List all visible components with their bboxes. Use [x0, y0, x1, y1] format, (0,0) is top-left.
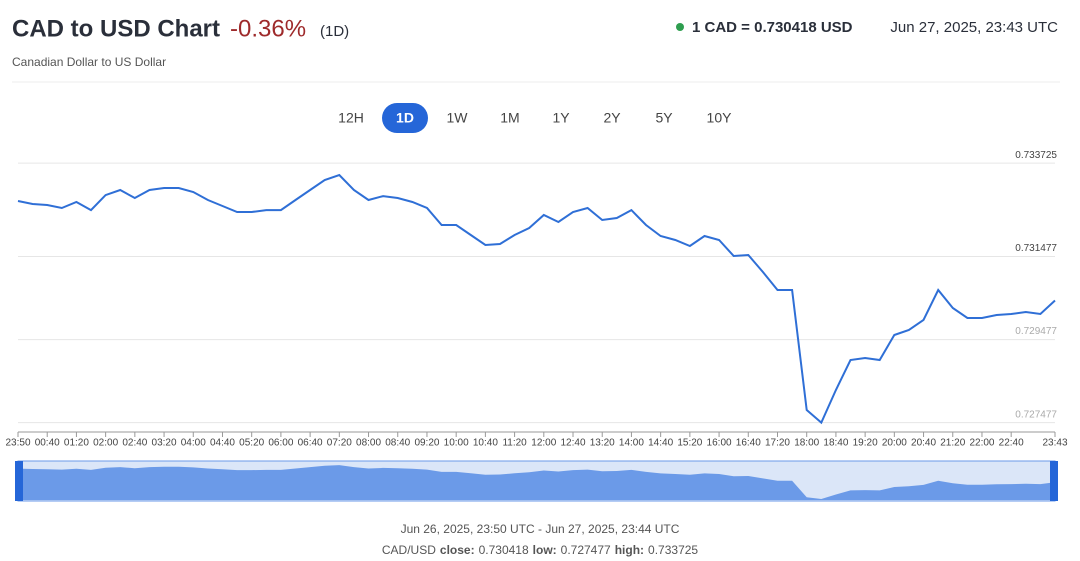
x-tick-label: 22:40	[999, 438, 1024, 449]
range-text: Jun 26, 2025, 23:50 UTC - Jun 27, 2025, …	[401, 522, 680, 536]
x-tick-label: 16:00	[707, 438, 732, 449]
x-tick-label: 20:00	[882, 438, 907, 449]
stat-value: 0.730418	[479, 543, 529, 557]
navigator-handle[interactable]	[1050, 461, 1058, 501]
stat-value: 0.733725	[648, 543, 698, 557]
stat-value: 0.727477	[561, 543, 611, 557]
range-button[interactable]: 2Y	[603, 110, 621, 126]
x-tick-label: 05:20	[239, 438, 264, 449]
x-tick-label: 02:00	[93, 438, 118, 449]
x-tick-label: 10:40	[473, 438, 498, 449]
stats-list: close: 0.730418 low: 0.727477 high: 0.733725	[440, 543, 699, 557]
range-button[interactable]: 1Y	[552, 110, 570, 126]
range-buttons: 12H 1D 1W 1M 1Y 2Y 5Y 10Y	[338, 103, 732, 133]
pair: CAD/USD	[382, 543, 436, 557]
x-tick-label: 13:20	[590, 438, 615, 449]
x-tick-label: 23:43	[1042, 438, 1067, 449]
period: (1D)	[320, 23, 349, 40]
title: CAD to USD Chart	[12, 15, 220, 42]
y-tick-label: 0.727477	[1015, 409, 1057, 420]
x-tick-label: 16:40	[736, 438, 761, 449]
x-tick-label: 20:40	[911, 438, 936, 449]
x-tick-label: 18:00	[794, 438, 819, 449]
x-tick-label: 06:40	[298, 438, 323, 449]
plot: 0.727477 0.729477 0.731477 0.733725 23:50 00:…	[5, 150, 1068, 502]
x-tick-label: 12:40	[560, 438, 585, 449]
stats: CAD/USD close: 0.730418 low: 0.727477 high: 0.…	[382, 543, 699, 557]
stat-label: close:	[440, 543, 475, 557]
x-tick-label: 08:00	[356, 438, 381, 449]
x-tick-label: 23:50	[5, 438, 30, 449]
change: -0.36%	[230, 15, 306, 42]
y-tick-label: 0.731477	[1015, 243, 1057, 254]
navigator-handle[interactable]	[15, 461, 23, 501]
status-dot	[676, 23, 684, 31]
x-tick-label: 09:20	[414, 438, 439, 449]
x-tick-label: 07:20	[327, 438, 352, 449]
x-tick-label: 08:40	[385, 438, 410, 449]
x-tick-label: 00:40	[35, 438, 60, 449]
rate: 1 CAD = 0.730418 USD	[692, 19, 853, 36]
range-button[interactable]: 1W	[447, 110, 469, 126]
range-button[interactable]: 10Y	[707, 110, 733, 126]
subtitle: Canadian Dollar to US Dollar	[12, 55, 166, 69]
x-tick-label: 18:40	[823, 438, 848, 449]
timestamp: Jun 27, 2025, 23:43 UTC	[890, 19, 1058, 36]
x-tick-label: 19:20	[853, 438, 878, 449]
x-tick-label: 22:00	[969, 438, 994, 449]
x-tick-label: 01:20	[64, 438, 89, 449]
price-line	[17, 173, 1056, 425]
x-tick-label: 03:20	[152, 438, 177, 449]
stat-label: low:	[533, 543, 557, 557]
range-button[interactable]: 5Y	[655, 110, 673, 126]
x-tick-label: 11:20	[502, 438, 527, 449]
x-tick-label: 04:00	[181, 438, 206, 449]
y-tick-label: 0.729477	[1015, 326, 1057, 337]
x-tick-label: 14:40	[648, 438, 673, 449]
x-tick-label: 06:00	[268, 438, 293, 449]
x-tick-label: 21:20	[940, 438, 965, 449]
x-tick-label: 04:40	[210, 438, 235, 449]
y-tick-label: 0.733725	[1015, 150, 1057, 161]
x-tick-label: 10:00	[444, 438, 469, 449]
x-tick-label: 12:00	[531, 438, 556, 449]
x-tick-label: 17:20	[765, 438, 790, 449]
x-tick-label: 02:40	[122, 438, 147, 449]
range-button[interactable]: 12H	[338, 110, 364, 126]
navigator-area	[18, 465, 1055, 500]
range-button[interactable]: 1M	[500, 110, 519, 126]
stat-label: high:	[615, 543, 644, 557]
button-bg[interactable]	[382, 103, 428, 133]
x-tick-label: 15:20	[677, 438, 702, 449]
x-tick-label: 14:00	[619, 438, 644, 449]
range-button[interactable]: 1D	[396, 110, 414, 126]
